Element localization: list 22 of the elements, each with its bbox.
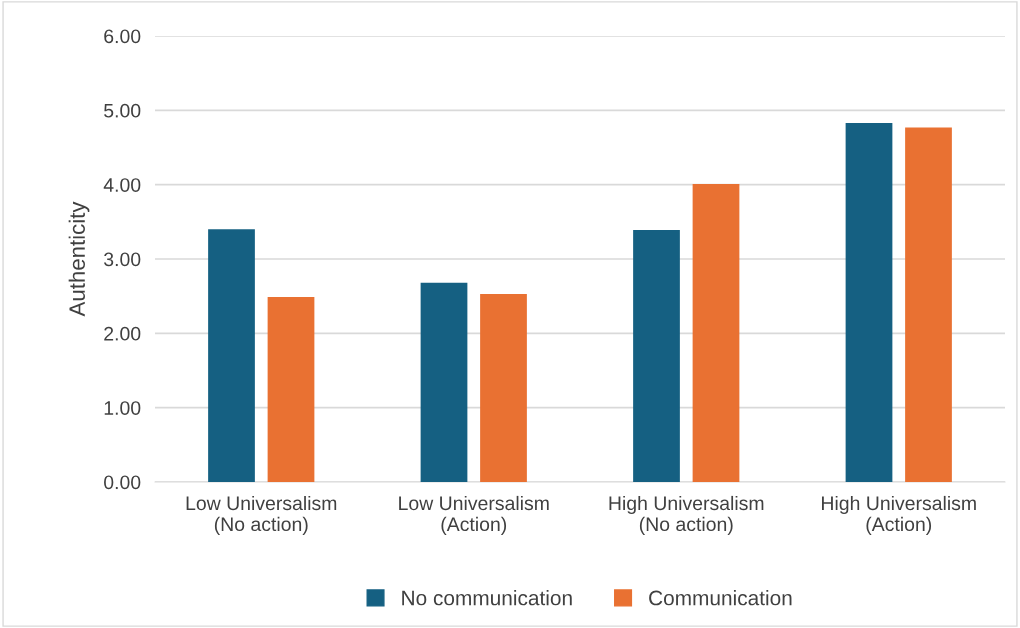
- legend-label: Communication: [649, 590, 792, 606]
- y-tick-label: 6.00: [104, 29, 141, 44]
- x-tick-label: High Universalism (Action): [822, 495, 976, 535]
- bar: [420, 282, 468, 482]
- legend-label: No communication: [402, 590, 572, 606]
- y-tick-label: 0.00: [104, 475, 141, 490]
- y-tick-label: 4.00: [103, 178, 141, 192]
- bar: [905, 127, 952, 482]
- y-tick-label: 5.00: [104, 103, 141, 118]
- y-tick-label: 1.00: [104, 401, 141, 415]
- x-tick-label: High Universalism (No action): [609, 495, 764, 535]
- bar: [692, 183, 740, 482]
- bar: [480, 293, 527, 482]
- bar: [267, 296, 315, 482]
- bar: [633, 230, 680, 482]
- x-tick-label: Low Universalism (Action): [399, 495, 549, 535]
- bar: [845, 122, 893, 482]
- y-tick-label: 2.00: [104, 326, 141, 341]
- y-axis-title: Authenticity: [68, 201, 90, 317]
- bar: [208, 229, 255, 482]
- y-tick-label: 3.00: [104, 252, 141, 267]
- x-tick-label: Low Universalism (No action): [186, 495, 337, 535]
